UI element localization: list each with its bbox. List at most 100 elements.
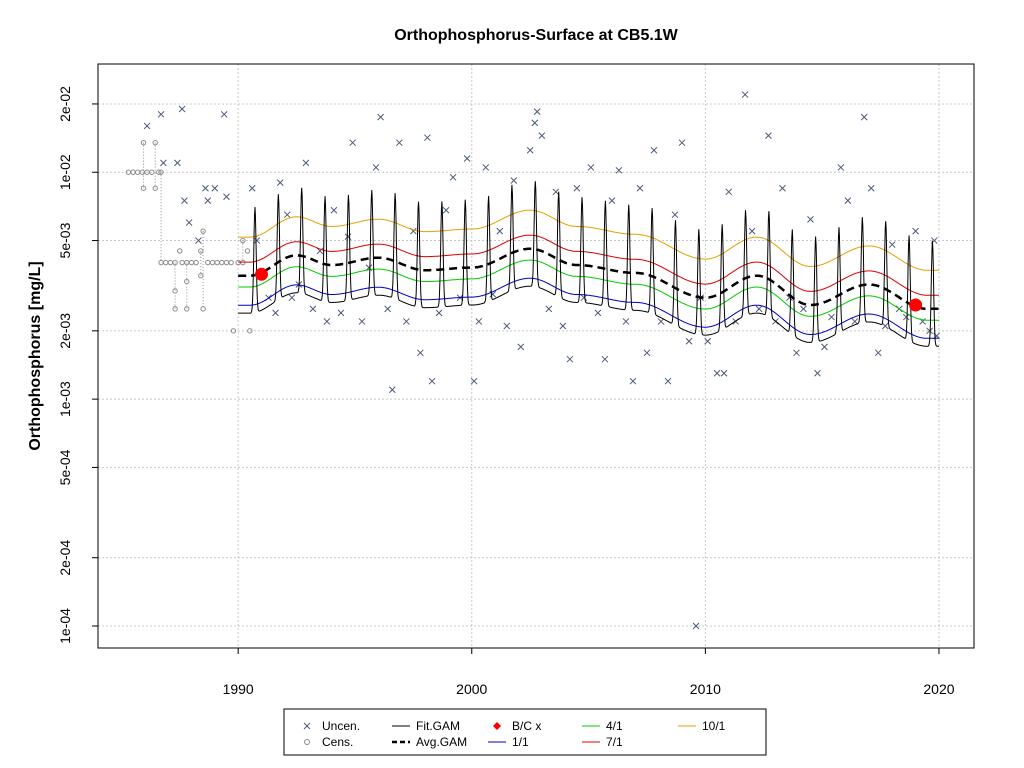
legend-label: 10/1	[702, 719, 726, 733]
uncensored-point	[442, 206, 450, 214]
uncensored-point	[435, 309, 443, 317]
uncensored-marker-stroke	[741, 91, 749, 98]
uncensored-point	[692, 622, 700, 630]
uncensored-point	[475, 318, 483, 325]
uncensored-point	[253, 237, 261, 244]
censored-point	[152, 139, 158, 146]
censored-point	[205, 259, 211, 266]
uncensored-point	[587, 164, 595, 171]
series-line-d10-1	[238, 209, 939, 271]
uncensored-point	[765, 132, 772, 139]
censored-point	[198, 272, 204, 279]
legend-label: Avg.GAM	[416, 735, 467, 749]
y-tick-label: 2e-04	[57, 540, 73, 576]
uncensored-point	[608, 197, 616, 204]
uncensored-marker-stroke	[533, 108, 541, 115]
uncensored-marker-stroke	[685, 337, 693, 345]
uncensored-point	[372, 164, 380, 171]
uncensored-point	[538, 132, 546, 139]
bc-point	[255, 267, 269, 281]
censored-point	[184, 306, 190, 312]
uncensored-marker-stroke	[566, 355, 574, 363]
x-tick-label: 2000	[456, 681, 487, 697]
uncensored-point	[713, 369, 721, 377]
uncensored-marker-stroke	[779, 184, 786, 192]
legend-label: 4/1	[606, 719, 623, 733]
uncensored-point	[874, 349, 882, 357]
uncensored-point	[428, 377, 436, 385]
y-tick-label: 5e-03	[57, 222, 73, 258]
censored-point	[149, 169, 155, 175]
series-line-d7-1	[238, 234, 939, 296]
x-tick-label: 2020	[923, 681, 954, 697]
uncensored-point	[622, 318, 630, 325]
uncensored-point	[888, 241, 896, 248]
uncensored-point	[283, 211, 291, 219]
uncensored-marker-stroke	[629, 377, 637, 385]
uncensored-marker-stroke	[587, 164, 595, 171]
series-line-fit-gam	[238, 181, 939, 347]
axes: 1990 2000 2010 2020 1e-04 2e-04 5e-04 1e-03 2e-0…	[57, 86, 955, 697]
uncensored-marker-stroke	[800, 305, 807, 313]
uncensored-marker-stroke	[410, 227, 417, 235]
uncensored-marker-stroke	[526, 146, 534, 154]
uncensored-point	[704, 337, 712, 345]
censored-point	[198, 248, 204, 254]
x-tick-label: 2010	[690, 681, 721, 697]
legend-box	[283, 708, 767, 756]
uncensored-point	[741, 91, 749, 98]
uncensored-marker-stroke	[636, 184, 644, 192]
uncensored-marker-stroke	[372, 164, 380, 171]
uncensored-marker-stroke	[608, 197, 616, 204]
y-tick-label: 1e-02	[57, 154, 73, 190]
uncensored-point	[223, 193, 230, 201]
uncensored-point	[181, 197, 188, 204]
uncensored-point	[402, 318, 410, 325]
censored-point	[240, 237, 246, 244]
uncensored-marker-stroke	[365, 264, 373, 271]
y-tick-label: 1e-03	[57, 381, 73, 417]
uncensored-marker-stroke	[181, 197, 188, 204]
censored-point	[200, 306, 206, 312]
censored-point	[188, 259, 195, 266]
uncensored-marker-stroke	[580, 294, 588, 302]
censored-point	[172, 306, 178, 312]
uncensored-point	[720, 369, 728, 377]
legend-key-circle	[304, 739, 310, 745]
uncensored-marker-stroke	[671, 211, 679, 219]
uncensored-marker-stroke	[664, 377, 672, 385]
uncensored-marker-stroke	[573, 184, 581, 192]
uncensored-point	[779, 184, 786, 192]
uncensored-point	[377, 113, 385, 121]
uncensored-point	[800, 305, 807, 313]
uncensored-marker-stroke	[874, 349, 882, 357]
uncensored-point	[643, 349, 651, 357]
uncensored-point	[517, 343, 525, 351]
uncensored-point	[552, 188, 560, 196]
uncensored-marker-stroke	[496, 227, 504, 235]
y-tick-label: 2e-02	[57, 86, 73, 122]
censored-point	[156, 169, 162, 175]
uncensored-marker-stroke	[552, 188, 560, 196]
legend-label: 1/1	[512, 735, 529, 749]
uncensored-marker-stroke	[821, 343, 828, 351]
uncensored-point	[463, 155, 471, 162]
uncensored-marker-stroke	[888, 241, 896, 248]
legend-item: Fit.GAM	[392, 719, 460, 733]
uncensored-point	[837, 164, 845, 171]
uncensored-point	[178, 105, 186, 113]
uncensored-marker-stroke	[881, 322, 889, 330]
uncensored-point	[157, 110, 165, 118]
uncensored-marker-stroke	[337, 309, 345, 317]
uncensored-point	[470, 377, 478, 385]
uncensored-point	[807, 215, 814, 223]
uncensored-point	[881, 322, 889, 330]
legend: Uncen. Cens. Fit.GAM Avg.GAM B/C x 1/1 4/1 7/1 1…	[283, 708, 767, 756]
uncensored-marker-stroke	[202, 184, 209, 192]
y-axis-label: Orthophosphorus [mg/L]	[27, 261, 44, 450]
legend-label: Cens.	[322, 735, 353, 749]
uncensored-marker-stroke	[650, 146, 658, 154]
y-tick-label: 5e-04	[57, 449, 73, 485]
y-tick-label: 1e-04	[57, 608, 73, 644]
